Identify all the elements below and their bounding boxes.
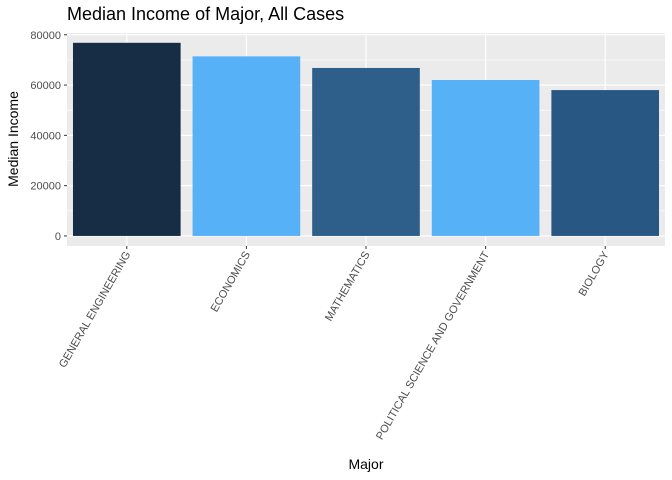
y-tick-label: 20000 <box>30 181 61 193</box>
y-axis: 0 20000 40000 60000 80000 <box>30 30 67 243</box>
bar <box>72 42 181 236</box>
chart-title: Median Income of Major, All Cases <box>67 4 344 24</box>
bar <box>551 90 660 236</box>
bar <box>312 67 420 236</box>
y-axis-title: Median Income <box>5 91 21 187</box>
y-tick-label: 40000 <box>30 130 61 142</box>
bar <box>192 56 301 236</box>
bar <box>431 80 540 236</box>
y-tick-label: 0 <box>55 231 61 243</box>
bars <box>72 42 660 236</box>
y-tick-label: 60000 <box>30 80 61 92</box>
y-tick-label: 80000 <box>30 30 61 42</box>
x-axis-title: Major <box>348 456 383 472</box>
